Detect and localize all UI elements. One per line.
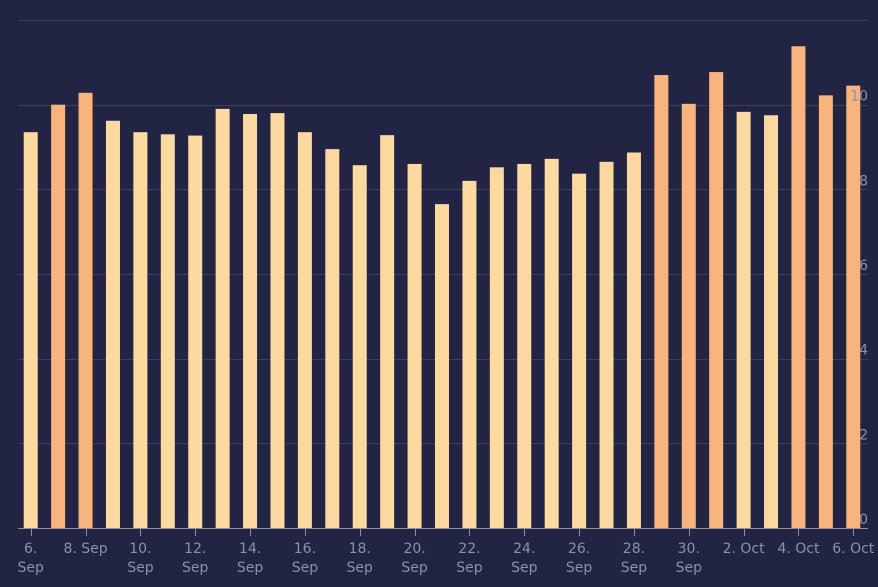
bar[interactable] <box>215 108 230 529</box>
bar[interactable] <box>709 72 724 528</box>
bar[interactable] <box>435 204 449 528</box>
bar[interactable] <box>791 46 806 528</box>
bar[interactable] <box>654 75 669 528</box>
x-tick-label: 4. Oct <box>777 541 820 557</box>
bar[interactable] <box>270 113 285 528</box>
x-tick-label: 10. Sep <box>127 541 154 576</box>
bar[interactable] <box>517 163 532 528</box>
x-tick-label: 16. Sep <box>292 541 319 576</box>
bar[interactable] <box>626 152 641 529</box>
y-tick-label: 0 <box>859 512 868 528</box>
bar[interactable] <box>105 120 120 528</box>
x-tick-label: 22. Sep <box>456 541 483 576</box>
bar[interactable] <box>736 111 751 529</box>
bar[interactable] <box>325 149 340 528</box>
y-tick-label: 10 <box>850 89 868 105</box>
bar[interactable] <box>51 104 66 529</box>
x-tick-label: 20. Sep <box>401 541 428 576</box>
bar[interactable] <box>407 163 422 528</box>
bar[interactable] <box>352 165 367 528</box>
x-tick-label: 24. Sep <box>511 541 538 576</box>
x-tick-label: 30. Sep <box>676 541 703 576</box>
bar[interactable] <box>764 115 779 528</box>
bar[interactable] <box>297 132 312 528</box>
x-tick-label: 12. Sep <box>182 541 209 576</box>
bar[interactable] <box>818 95 833 528</box>
bar[interactable] <box>462 180 477 528</box>
x-tick-label: 8. Sep <box>63 541 107 557</box>
bar[interactable] <box>188 135 203 528</box>
x-tick-label: 6. Oct <box>832 541 875 557</box>
x-tick-label: 28. Sep <box>621 541 648 576</box>
bar[interactable] <box>681 103 696 528</box>
bar[interactable] <box>243 113 258 528</box>
x-tick-label: 6. Sep <box>18 541 45 576</box>
x-axis <box>18 528 868 536</box>
bar[interactable] <box>23 132 38 528</box>
bar[interactable] <box>599 161 614 528</box>
x-tick-label: 2. Oct <box>723 541 766 557</box>
x-tick-label: 18. Sep <box>347 541 374 576</box>
y-tick-label: 8 <box>859 173 868 189</box>
x-tick-label: 14. Sep <box>237 541 264 576</box>
bars <box>23 46 861 529</box>
bar[interactable] <box>572 173 587 529</box>
bar[interactable] <box>78 92 93 528</box>
bar[interactable] <box>544 158 559 528</box>
bar[interactable] <box>160 134 175 529</box>
y-axis-labels: 0 2 4 6 8 10 <box>850 89 868 528</box>
bar[interactable] <box>380 135 395 528</box>
y-tick-label: 4 <box>859 343 868 359</box>
bar[interactable] <box>489 167 504 528</box>
y-tick-label: 6 <box>859 258 868 274</box>
bar[interactable] <box>846 85 861 529</box>
y-tick-label: 2 <box>859 427 868 443</box>
x-axis-labels: 6. Sep 8. Sep 10. Sep 12. Sep 14. Sep 16. Sep 18. Se… <box>18 541 875 576</box>
x-tick-label: 26. Sep <box>566 541 593 576</box>
bar[interactable] <box>133 132 148 528</box>
